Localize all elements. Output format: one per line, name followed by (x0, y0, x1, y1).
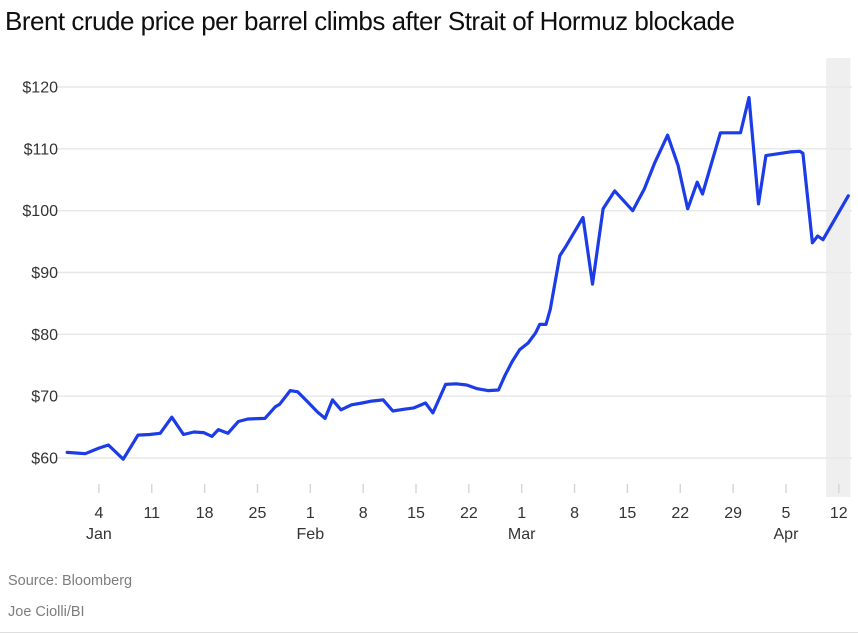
x-axis-label: 8 (570, 505, 579, 522)
x-axis-label: 4 (94, 505, 103, 522)
x-axis-label: 1 (306, 505, 315, 522)
x-axis-label: 11 (143, 505, 160, 522)
chart-title: Brent crude price per barrel climbs afte… (5, 6, 735, 36)
x-month-label: Apr (774, 526, 800, 543)
x-axis-label: 25 (249, 505, 267, 522)
x-month-label: Feb (297, 526, 325, 543)
y-axis-label: $100 (22, 203, 58, 220)
x-axis-label: 15 (407, 505, 425, 522)
x-month-label: Jan (86, 526, 112, 543)
y-axis-label: $120 (22, 80, 58, 97)
x-axis-label: 5 (782, 505, 791, 522)
bottom-border (0, 632, 858, 633)
x-axis-label: 8 (359, 505, 368, 522)
y-axis-label: $70 (31, 389, 58, 406)
highlight-band (826, 58, 851, 497)
y-axis-label: $90 (31, 265, 58, 282)
x-month-label: Mar (508, 526, 536, 543)
x-axis-label: 29 (724, 505, 742, 522)
y-axis-label: $60 (31, 451, 58, 468)
x-axis-label: 22 (460, 505, 478, 522)
price-line (65, 95, 850, 461)
y-axis-label: $110 (24, 141, 59, 158)
x-axis-label: 12 (830, 505, 848, 522)
source-label: Source: Bloomberg (8, 573, 133, 589)
x-axis-label: 15 (619, 505, 637, 522)
x-axis-label: 1 (517, 505, 526, 522)
x-axis-label: 22 (671, 505, 689, 522)
byline-label: Joe Ciolli/BI (8, 604, 85, 620)
x-axis-label: 18 (196, 505, 214, 522)
y-axis-label: $80 (31, 327, 58, 344)
